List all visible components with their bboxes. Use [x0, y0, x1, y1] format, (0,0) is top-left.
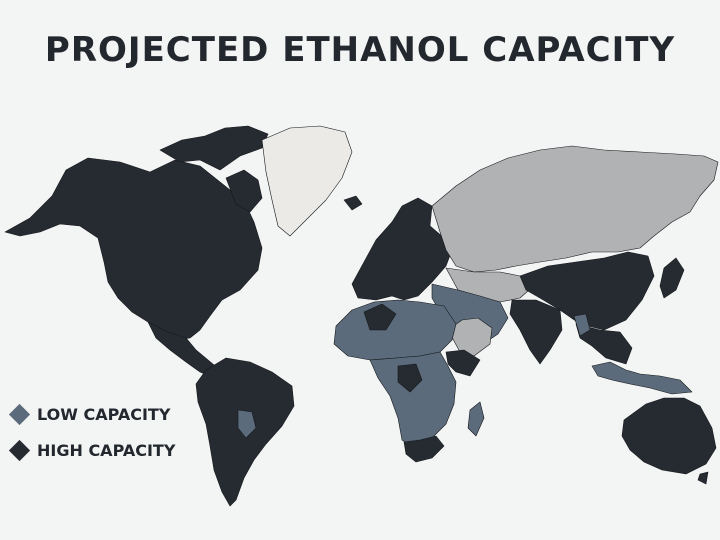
region-japan — [659, 257, 685, 299]
region-iceland — [343, 195, 363, 211]
region-baffin-island — [225, 169, 263, 213]
region-north-africa-high — [363, 303, 397, 331]
world-map — [4, 125, 719, 507]
region-north-africa — [333, 299, 457, 361]
region-southeast-asia-low — [573, 313, 591, 337]
region-south-africa — [403, 435, 445, 463]
region-australia — [621, 397, 717, 475]
region-south-america-low — [237, 409, 257, 439]
region-north-america — [4, 157, 263, 341]
region-southeast-asia — [575, 323, 633, 365]
region-central-africa — [369, 351, 457, 449]
legend-item-low: LOW CAPACITY — [8, 403, 171, 426]
region-horn-of-africa — [445, 349, 481, 377]
region-madagascar — [467, 401, 485, 437]
region-east-asia — [519, 251, 655, 331]
region-india — [509, 299, 563, 365]
region-europe — [351, 197, 453, 301]
low-capacity-diamond-icon — [8, 403, 31, 426]
region-new-zealand — [697, 471, 709, 485]
region-central-africa-high — [397, 363, 423, 393]
high-capacity-diamond-icon — [8, 439, 31, 462]
legend-label-high: HIGH CAPACITY — [37, 441, 176, 460]
region-indonesia — [591, 361, 693, 395]
region-greenland — [261, 125, 353, 237]
map-title: PROJECTED ETHANOL CAPACITY — [44, 30, 676, 70]
region-russia — [431, 145, 719, 273]
legend-item-high: HIGH CAPACITY — [8, 439, 176, 462]
legend-label-low: LOW CAPACITY — [37, 405, 171, 424]
